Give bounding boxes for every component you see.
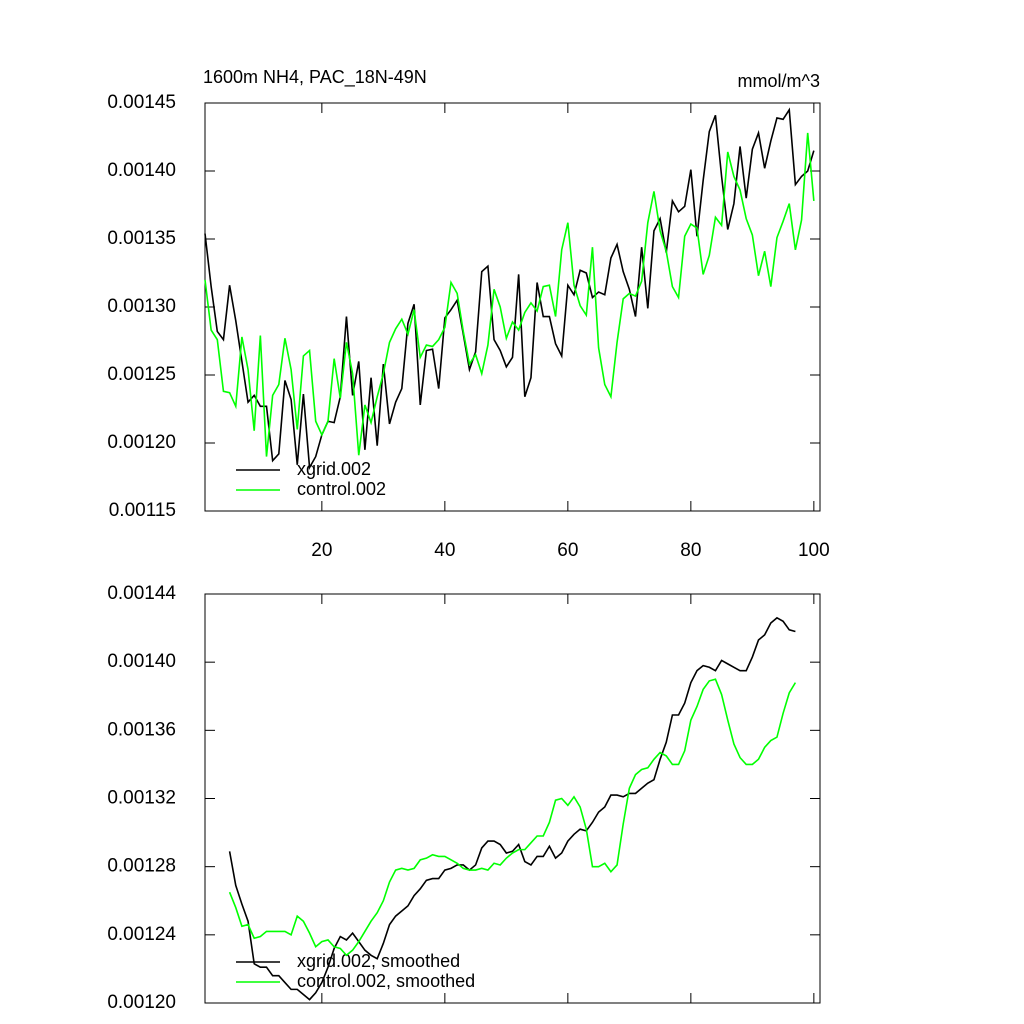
y-tick-label: 0.00145: [107, 92, 176, 113]
x-tick-label: 20: [311, 540, 332, 561]
y-tick-label: 0.00115: [109, 500, 176, 521]
y-tick-label: 0.00120: [107, 992, 176, 1013]
y-tick-label: 0.00124: [107, 924, 176, 945]
units-label: mmol/m^3: [738, 71, 820, 91]
legend-label: xgrid.002, smoothed: [297, 951, 460, 971]
plot-frame: [204, 102, 821, 512]
y-tick-label: 0.00132: [107, 788, 176, 809]
x-tick-label: 60: [557, 540, 578, 561]
chart-title: 1600m NH4, PAC_18N-49N: [203, 67, 427, 88]
y-tick-label: 0.00135: [107, 228, 176, 249]
legend-label: control.002, smoothed: [297, 971, 475, 991]
x-tick-label: 40: [434, 540, 455, 561]
x-tick-label: 100: [798, 540, 830, 561]
series-line: [204, 107, 815, 471]
y-tick-label: 0.00130: [107, 296, 176, 317]
series-line: [228, 616, 796, 1001]
legend-label: xgrid.002: [297, 459, 371, 479]
y-tick-label: 0.00144: [107, 583, 176, 604]
x-tick-label: 80: [680, 540, 701, 561]
y-tick-label: 0.00128: [107, 856, 176, 877]
plot-frame: [204, 593, 821, 1004]
series-line: [228, 678, 797, 957]
y-tick-label: 0.00136: [107, 719, 176, 740]
y-tick-label: 0.00120: [107, 432, 176, 453]
y-tick-label: 0.00125: [107, 364, 176, 385]
series-line: [204, 132, 815, 457]
y-tick-label: 0.00140: [107, 651, 176, 672]
legend-label: control.002: [297, 479, 386, 499]
y-tick-label: 0.00140: [107, 160, 176, 181]
